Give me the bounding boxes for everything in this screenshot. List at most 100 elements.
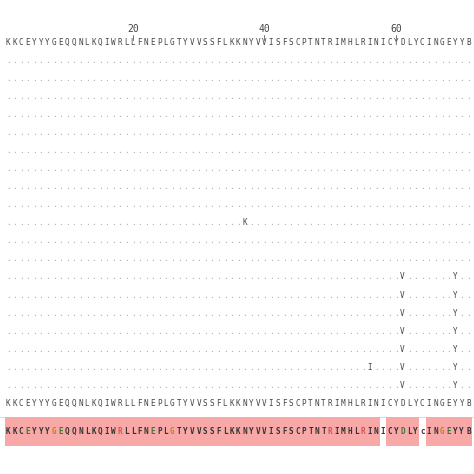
Text: .: .	[295, 164, 300, 173]
Text: .: .	[177, 363, 182, 372]
Text: .: .	[52, 200, 56, 209]
Text: .: .	[255, 219, 260, 227]
Text: .: .	[65, 273, 70, 282]
Text: .: .	[440, 200, 444, 209]
Bar	[136, 417, 143, 446]
Text: .: .	[12, 255, 17, 264]
Text: .: .	[229, 327, 234, 336]
Text: .: .	[124, 146, 129, 155]
Text: .: .	[210, 164, 214, 173]
Text: .: .	[190, 309, 194, 318]
Text: .: .	[144, 56, 148, 65]
Bar	[176, 417, 182, 446]
Text: .: .	[427, 74, 431, 83]
Text: C: C	[387, 38, 392, 47]
Text: .: .	[381, 309, 385, 318]
Text: .: .	[255, 128, 260, 137]
Text: .: .	[78, 291, 82, 300]
Text: .: .	[367, 381, 372, 390]
Text: I: I	[367, 427, 372, 436]
Text: .: .	[216, 381, 221, 390]
Text: .: .	[301, 146, 306, 155]
Text: .: .	[289, 291, 293, 300]
Text: .: .	[26, 92, 30, 101]
Text: .: .	[387, 255, 392, 264]
Text: .: .	[104, 74, 109, 83]
Text: I: I	[335, 399, 339, 408]
Text: .: .	[466, 146, 471, 155]
Text: .: .	[26, 74, 30, 83]
Text: .: .	[137, 309, 142, 318]
Text: .: .	[32, 273, 36, 282]
Text: T: T	[177, 38, 182, 47]
Text: .: .	[341, 92, 346, 101]
Text: .: .	[433, 110, 438, 119]
Text: R: R	[361, 38, 365, 47]
Text: .: .	[328, 200, 333, 209]
Text: V: V	[400, 273, 405, 282]
Text: I: I	[367, 399, 372, 408]
Text: .: .	[65, 345, 70, 354]
Text: .: .	[361, 146, 365, 155]
Text: .: .	[282, 92, 286, 101]
Text: E: E	[58, 427, 63, 436]
Bar	[465, 417, 472, 446]
Text: .: .	[6, 56, 10, 65]
Text: .: .	[413, 363, 418, 372]
Text: .: .	[381, 182, 385, 191]
Text: .: .	[249, 309, 254, 318]
Text: .: .	[229, 182, 234, 191]
Text: .: .	[269, 381, 273, 390]
Text: .: .	[407, 219, 411, 227]
Text: .: .	[407, 345, 411, 354]
Text: .: .	[85, 56, 89, 65]
Text: .: .	[367, 56, 372, 65]
Text: .: .	[78, 273, 82, 282]
Text: .: .	[413, 237, 418, 246]
Text: .: .	[394, 219, 398, 227]
Text: .: .	[381, 56, 385, 65]
Text: .: .	[381, 219, 385, 227]
Text: .: .	[196, 255, 201, 264]
Text: .: .	[413, 309, 418, 318]
Text: Y: Y	[413, 38, 418, 47]
Text: .: .	[361, 237, 365, 246]
Text: .: .	[170, 345, 175, 354]
Text: .: .	[354, 164, 359, 173]
Text: Q: Q	[72, 399, 76, 408]
Text: .: .	[249, 182, 254, 191]
Text: .: .	[466, 74, 471, 83]
Text: E: E	[447, 427, 451, 436]
Text: .: .	[216, 200, 221, 209]
Bar	[426, 417, 432, 446]
Text: .: .	[374, 182, 379, 191]
Text: .: .	[387, 363, 392, 372]
Text: T: T	[308, 399, 313, 408]
Text: .: .	[295, 146, 300, 155]
Text: .: .	[38, 56, 43, 65]
Text: .: .	[91, 200, 96, 209]
Text: .: .	[223, 74, 228, 83]
Text: .: .	[164, 128, 168, 137]
Text: .: .	[466, 291, 471, 300]
Text: .: .	[203, 363, 208, 372]
Text: V: V	[262, 399, 267, 408]
Text: .: .	[459, 110, 464, 119]
Text: .: .	[255, 255, 260, 264]
Text: .: .	[196, 74, 201, 83]
Text: .: .	[301, 291, 306, 300]
Text: L: L	[354, 38, 359, 47]
Text: .: .	[111, 363, 116, 372]
Text: .: .	[466, 128, 471, 137]
Text: .: .	[242, 363, 247, 372]
Text: .: .	[295, 219, 300, 227]
Text: .: .	[335, 237, 339, 246]
Text: .: .	[289, 164, 293, 173]
Text: .: .	[236, 219, 240, 227]
Text: .: .	[65, 164, 70, 173]
Text: .: .	[78, 128, 82, 137]
Text: .: .	[308, 219, 313, 227]
Text: Q: Q	[65, 399, 70, 408]
Text: I: I	[104, 399, 109, 408]
Text: .: .	[58, 381, 63, 390]
